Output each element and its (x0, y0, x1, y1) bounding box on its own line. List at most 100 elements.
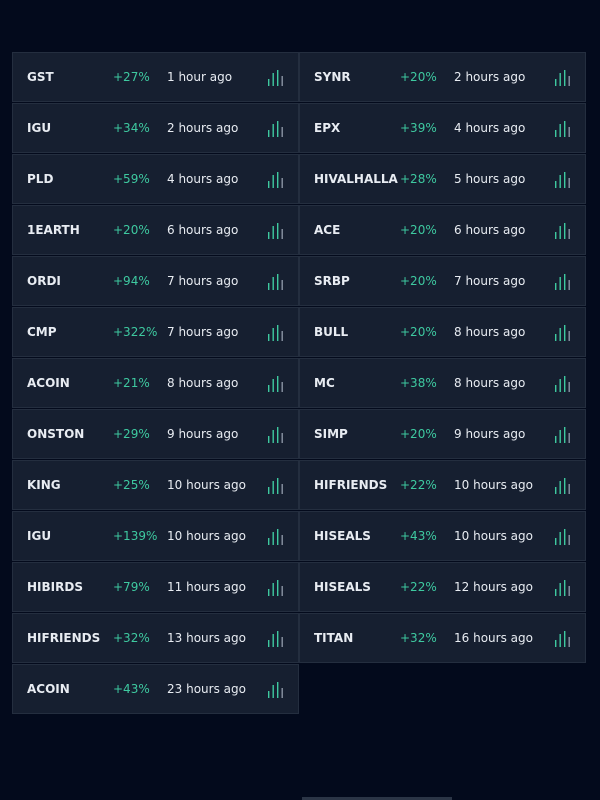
gainer-row[interactable]: ORDI +94% 7 hours ago (12, 256, 299, 306)
time-ago: 13 hours ago (167, 631, 246, 645)
token-symbol: EPX (314, 121, 341, 135)
time-ago: 5 hours ago (454, 172, 526, 186)
bar-chart-icon[interactable] (553, 324, 571, 342)
gainer-row[interactable]: PLD +59% 4 hours ago (12, 154, 299, 204)
bar-chart-icon[interactable] (553, 579, 571, 597)
percent-change: +20% (113, 223, 150, 237)
gainer-row[interactable]: HISEALS +22% 12 hours ago (299, 562, 586, 612)
time-ago: 11 hours ago (167, 580, 246, 594)
bar-chart-icon[interactable] (266, 477, 284, 495)
gainer-row[interactable]: MC +38% 8 hours ago (299, 358, 586, 408)
gainer-row[interactable]: HISEALS +43% 10 hours ago (299, 511, 586, 561)
time-ago: 4 hours ago (454, 121, 526, 135)
gainer-row[interactable]: ACOIN +43% 23 hours ago (12, 664, 299, 714)
bar-chart-icon[interactable] (553, 477, 571, 495)
bar-chart-icon[interactable] (553, 528, 571, 546)
time-ago: 10 hours ago (167, 478, 246, 492)
bar-chart-icon[interactable] (553, 222, 571, 240)
token-symbol: ORDI (27, 274, 61, 288)
time-ago: 7 hours ago (167, 325, 239, 339)
token-symbol: IGU (27, 121, 52, 135)
time-ago: 4 hours ago (167, 172, 239, 186)
gainer-row[interactable]: CMP +322% 7 hours ago (12, 307, 299, 357)
bar-chart-icon[interactable] (266, 69, 284, 87)
gainer-row[interactable]: ONSTON +29% 9 hours ago (12, 409, 299, 459)
percent-change: +20% (400, 70, 437, 84)
token-symbol: HIBIRDS (27, 580, 83, 594)
percent-change: +29% (113, 427, 150, 441)
token-symbol: HISEALS (314, 580, 371, 594)
gainer-row[interactable]: GST +27% 1 hour ago (12, 52, 299, 102)
bar-chart-icon[interactable] (266, 120, 284, 138)
time-ago: 7 hours ago (454, 274, 526, 288)
bar-chart-icon[interactable] (266, 171, 284, 189)
percent-change: +20% (400, 223, 437, 237)
bar-chart-icon[interactable] (266, 579, 284, 597)
time-ago: 9 hours ago (454, 427, 526, 441)
percent-change: +20% (400, 427, 437, 441)
token-symbol: GST (27, 70, 54, 84)
time-ago: 12 hours ago (454, 580, 533, 594)
percent-change: +22% (400, 478, 437, 492)
token-symbol: ACOIN (27, 682, 70, 696)
time-ago: 8 hours ago (167, 376, 239, 390)
percent-change: +25% (113, 478, 150, 492)
token-symbol: PLD (27, 172, 54, 186)
gainer-row[interactable]: KING +25% 10 hours ago (12, 460, 299, 510)
percent-change: +322% (113, 325, 158, 339)
percent-change: +20% (400, 325, 437, 339)
percent-change: +43% (400, 529, 437, 543)
bar-chart-icon[interactable] (266, 324, 284, 342)
time-ago: 8 hours ago (454, 376, 526, 390)
gainers-column-left: GST +27% 1 hour ago IGU +34% 2 hours ago PLD +5… (12, 52, 299, 715)
time-ago: 10 hours ago (167, 529, 246, 543)
bar-chart-icon[interactable] (553, 171, 571, 189)
bar-chart-icon[interactable] (266, 681, 284, 699)
gainer-row[interactable]: HIBIRDS +79% 11 hours ago (12, 562, 299, 612)
token-symbol: SIMP (314, 427, 348, 441)
gainer-row[interactable]: IGU +34% 2 hours ago (12, 103, 299, 153)
percent-change: +79% (113, 580, 150, 594)
gainer-row[interactable]: SIMP +20% 9 hours ago (299, 409, 586, 459)
gainer-row[interactable]: EPX +39% 4 hours ago (299, 103, 586, 153)
gainer-row[interactable]: BULL +20% 8 hours ago (299, 307, 586, 357)
time-ago: 16 hours ago (454, 631, 533, 645)
time-ago: 8 hours ago (454, 325, 526, 339)
token-symbol: ACE (314, 223, 341, 237)
gainer-row[interactable]: TITAN +32% 16 hours ago (299, 613, 586, 663)
gainer-row[interactable]: ACOIN +21% 8 hours ago (12, 358, 299, 408)
token-symbol: KING (27, 478, 61, 492)
bar-chart-icon[interactable] (553, 120, 571, 138)
bar-chart-icon[interactable] (266, 426, 284, 444)
token-symbol: HIFRIENDS (314, 478, 388, 492)
percent-change: +28% (400, 172, 437, 186)
bar-chart-icon[interactable] (266, 528, 284, 546)
token-symbol: ONSTON (27, 427, 85, 441)
bar-chart-icon[interactable] (553, 273, 571, 291)
gainer-row[interactable]: SRBP +20% 7 hours ago (299, 256, 586, 306)
bar-chart-icon[interactable] (266, 375, 284, 393)
gainer-row[interactable]: HIFRIENDS +32% 13 hours ago (12, 613, 299, 663)
time-ago: 7 hours ago (167, 274, 239, 288)
bar-chart-icon[interactable] (266, 273, 284, 291)
percent-change: +34% (113, 121, 150, 135)
bar-chart-icon[interactable] (553, 630, 571, 648)
percent-change: +20% (400, 274, 437, 288)
gainer-row[interactable]: IGU +139% 10 hours ago (12, 511, 299, 561)
percent-change: +32% (113, 631, 150, 645)
time-ago: 10 hours ago (454, 529, 533, 543)
gainer-row[interactable]: ACE +20% 6 hours ago (299, 205, 586, 255)
gainer-row[interactable]: SYNR +20% 2 hours ago (299, 52, 586, 102)
token-symbol: BULL (314, 325, 349, 339)
gainer-row[interactable]: 1EARTH +20% 6 hours ago (12, 205, 299, 255)
time-ago: 23 hours ago (167, 682, 246, 696)
bar-chart-icon[interactable] (553, 375, 571, 393)
percent-change: +21% (113, 376, 150, 390)
gainer-row[interactable]: HIFRIENDS +22% 10 hours ago (299, 460, 586, 510)
bar-chart-icon[interactable] (553, 69, 571, 87)
gainer-row[interactable]: HIVALHALLA +28% 5 hours ago (299, 154, 586, 204)
bar-chart-icon[interactable] (553, 426, 571, 444)
token-symbol: IGU (27, 529, 52, 543)
bar-chart-icon[interactable] (266, 630, 284, 648)
bar-chart-icon[interactable] (266, 222, 284, 240)
